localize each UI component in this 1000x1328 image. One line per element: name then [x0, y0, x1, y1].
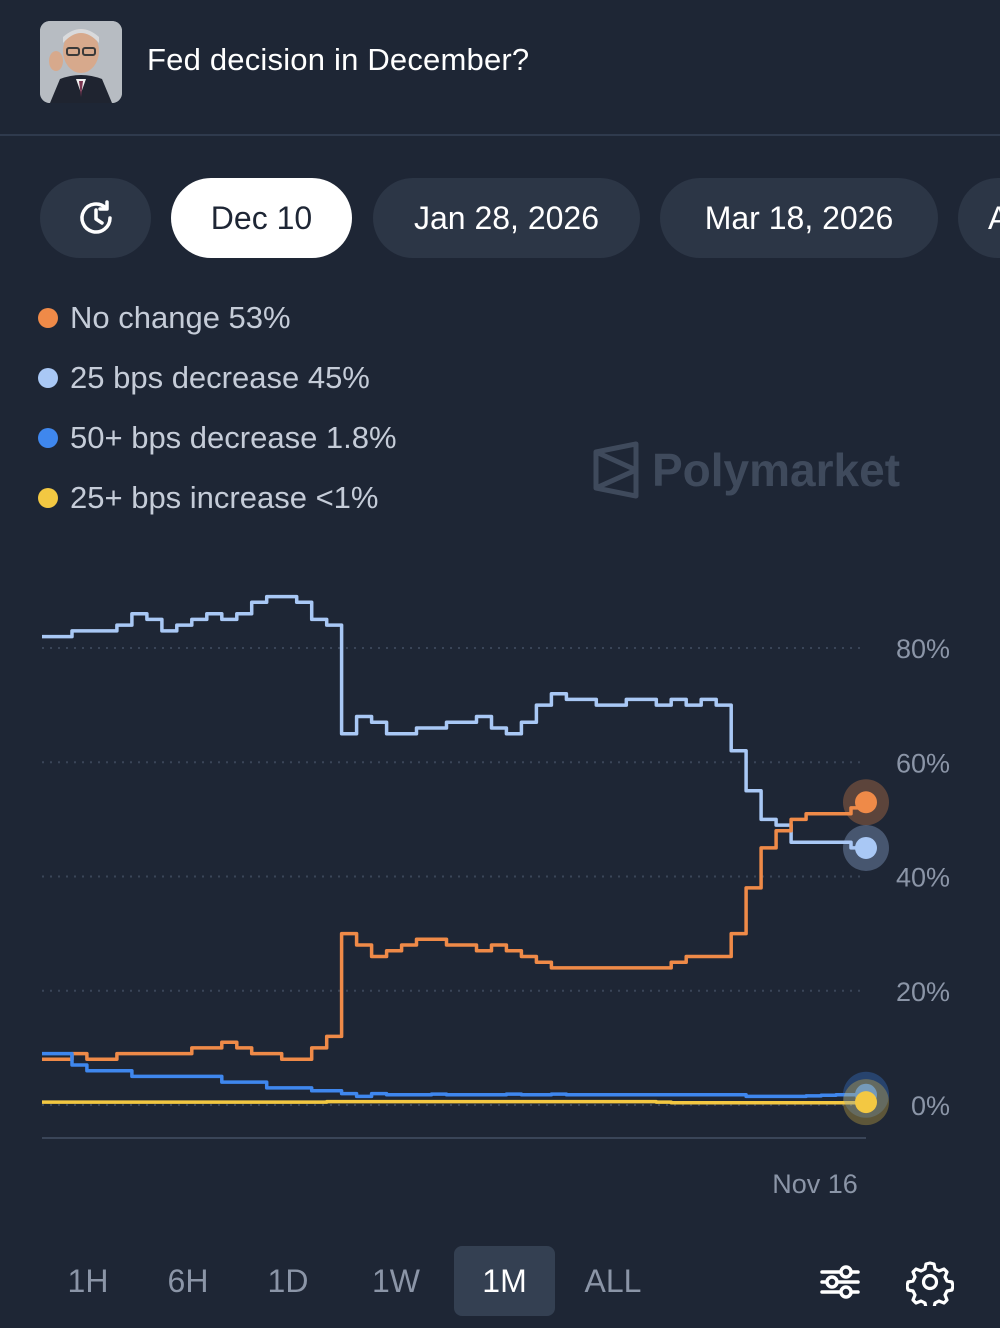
y-tick-label: 40%	[896, 863, 950, 893]
legend-label: 50+ bps decrease 1.8%	[70, 420, 397, 455]
tab-next-date[interactable]: A	[958, 178, 1000, 258]
gear-icon	[905, 1261, 955, 1311]
market-avatar	[40, 21, 122, 103]
market-header: Fed decision in December?	[0, 0, 1000, 136]
legend-label: 25 bps decrease 45%	[70, 360, 370, 395]
range-all[interactable]: ALL	[584, 1262, 642, 1299]
series-line-50-bps-decrease	[42, 1051, 866, 1099]
range-1m[interactable]: 1M	[454, 1246, 555, 1316]
y-tick-label: 20%	[896, 977, 950, 1007]
settings-button[interactable]	[905, 1258, 955, 1311]
history-button[interactable]	[40, 178, 151, 258]
polymarket-watermark: Polymarket	[590, 440, 900, 500]
legend-item-25-decrease: 25 bps decrease 45%	[38, 348, 397, 408]
range-1d[interactable]: 1D	[267, 1262, 309, 1299]
y-tick-label: 60%	[896, 748, 950, 778]
portrait-image	[40, 21, 122, 103]
legend-item-50-decrease: 50+ bps decrease 1.8%	[38, 408, 397, 468]
range-1h[interactable]: 1H	[67, 1262, 109, 1299]
series-line-25-bps-increase	[42, 1099, 868, 1105]
legend-item-25-increase: 25+ bps increase <1%	[38, 468, 397, 528]
watermark-text: Polymarket	[652, 444, 901, 496]
legend-label: 25+ bps increase <1%	[70, 480, 379, 515]
y-tick-label: 80%	[896, 634, 950, 664]
filter-button[interactable]	[816, 1258, 864, 1306]
end-marker-dot	[855, 1091, 877, 1114]
sliders-icon	[820, 1265, 860, 1299]
end-marker-dot	[855, 836, 877, 859]
polymarket-logo-icon	[593, 441, 639, 499]
y-tick-label: 0%	[911, 1091, 950, 1121]
chart-lines	[42, 594, 868, 1105]
series-line-25-bps-decrease	[42, 594, 866, 850]
legend-dot	[38, 368, 58, 388]
chart-legend: No change 53% 25 bps decrease 45% 50+ bp…	[38, 288, 397, 528]
market-title: Fed decision in December?	[147, 42, 530, 77]
chart-end-markers	[843, 779, 889, 1126]
series-line-no-change	[42, 802, 868, 1062]
tab-dec-10[interactable]: Dec 10	[171, 178, 352, 258]
chart-grid: 0% 20% 40% 60% 80%	[42, 634, 950, 1121]
tab-mar-18-2026[interactable]: Mar 18, 2026	[660, 178, 938, 258]
range-6h[interactable]: 6H	[167, 1262, 209, 1299]
legend-item-no-change: No change 53%	[38, 288, 397, 348]
range-1w[interactable]: 1W	[372, 1262, 420, 1299]
end-marker-dot	[855, 791, 877, 814]
history-clock-icon	[79, 200, 112, 234]
legend-dot	[38, 308, 58, 328]
x-tick-label: Nov 16	[772, 1169, 858, 1199]
date-tabs: Dec 10 Jan 28, 2026 Mar 18, 2026 A	[0, 178, 1000, 258]
tab-jan-28-2026[interactable]: Jan 28, 2026	[373, 178, 640, 258]
probability-chart[interactable]: 0% 20% 40% 60% 80% Nov 16	[0, 560, 1000, 1200]
legend-label: No change 53%	[70, 300, 291, 335]
legend-dot	[38, 428, 58, 448]
legend-dot	[38, 488, 58, 508]
